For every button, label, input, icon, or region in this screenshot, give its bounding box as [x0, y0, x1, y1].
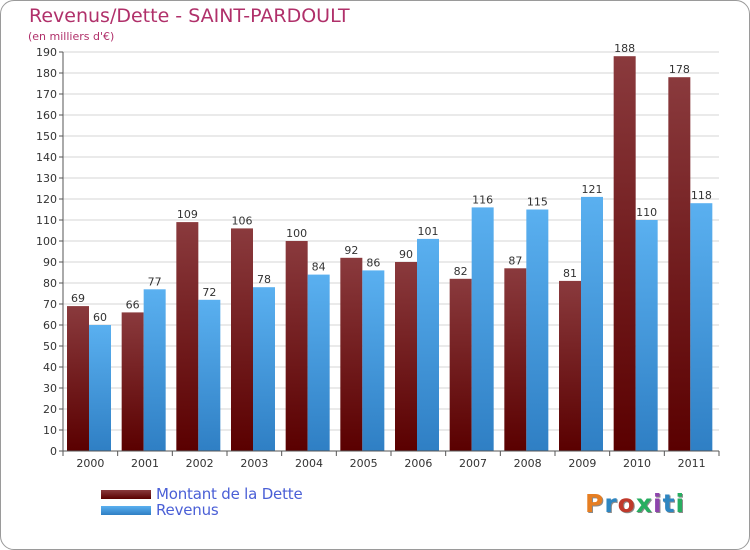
y-tick-label: 100: [36, 235, 57, 248]
y-tick-label: 80: [43, 277, 57, 290]
data-label-debt: 87: [508, 254, 522, 267]
bar-debt: [231, 228, 253, 451]
chart-title: Revenus/Dette - SAINT-PARDOULT: [29, 5, 350, 27]
bar-revenue: [635, 220, 658, 451]
y-tick-label: 30: [43, 382, 57, 395]
bar-revenue: [198, 299, 221, 451]
data-label-debt: 66: [126, 298, 140, 311]
y-tick-label: 190: [36, 46, 57, 59]
y-tick-label: 130: [36, 172, 57, 185]
y-tick-label: 110: [36, 214, 57, 227]
bar-revenue: [471, 207, 494, 451]
data-label-debt: 106: [232, 214, 253, 227]
bar-debt: [67, 306, 89, 451]
y-tick-label: 20: [43, 403, 57, 416]
y-tick-label: 150: [36, 130, 57, 143]
x-tick-label: 2011: [678, 457, 706, 470]
x-tick-label: 2001: [131, 457, 159, 470]
bar-revenue: [307, 274, 330, 451]
x-tick-label: 2009: [568, 457, 596, 470]
bar-revenue: [581, 196, 603, 451]
x-tick-label: 2008: [514, 457, 542, 470]
legend-label-debt: Montant de la Dette: [156, 485, 303, 503]
bar-debt: [176, 222, 199, 451]
y-tick-label: 70: [43, 298, 57, 311]
y-tick-label: 120: [36, 193, 57, 206]
bar-revenue: [526, 209, 549, 451]
legend-swatch-debt: [101, 490, 151, 499]
data-label-revenue: 77: [148, 275, 162, 288]
y-tick-label: 170: [36, 88, 57, 101]
bar-revenue: [690, 203, 713, 451]
y-tick-label: 60: [43, 319, 57, 332]
bar-revenue: [253, 287, 275, 451]
logo-letter: t: [662, 489, 676, 518]
data-label-revenue: 115: [527, 196, 548, 209]
legend-swatch-revenue: [101, 506, 151, 515]
data-label-revenue: 78: [257, 273, 271, 286]
data-label-debt: 81: [563, 267, 577, 280]
logo-letter: r: [604, 489, 618, 518]
y-tick-label: 140: [36, 151, 57, 164]
x-tick-label: 2007: [459, 457, 487, 470]
chart-subtitle: (en milliers d'€): [28, 30, 115, 43]
y-tick-label: 90: [43, 256, 57, 269]
x-tick-label: 2004: [295, 457, 323, 470]
data-label-debt: 109: [177, 208, 198, 221]
logo-letter: i: [653, 489, 663, 518]
bar-revenue: [143, 289, 166, 451]
y-tick-label: 0: [50, 445, 57, 458]
bar-debt: [504, 268, 527, 451]
data-label-revenue: 116: [472, 193, 493, 206]
data-label-debt: 92: [344, 244, 358, 257]
proxiti-logo: Proxiti: [585, 489, 685, 518]
x-tick-label: 2003: [240, 457, 268, 470]
bar-revenue: [417, 238, 439, 451]
logo-letter: i: [675, 489, 686, 518]
bar-revenue: [362, 270, 385, 451]
legend-label-revenue: Revenus: [156, 501, 219, 519]
bar-revenue: [89, 325, 111, 451]
data-label-debt: 69: [71, 292, 85, 305]
y-tick-label: 180: [36, 67, 57, 80]
x-tick-label: 2000: [76, 457, 104, 470]
data-label-revenue: 101: [418, 225, 439, 238]
bar-debt: [668, 77, 691, 451]
data-label-debt: 188: [614, 42, 635, 55]
bar-debt: [285, 241, 308, 451]
y-tick-label: 40: [43, 361, 57, 374]
logo-letter: o: [617, 489, 636, 518]
data-label-revenue: 60: [93, 311, 107, 324]
data-label-revenue: 86: [366, 256, 380, 269]
bar-debt: [449, 278, 472, 451]
x-tick-label: 2010: [623, 457, 651, 470]
data-label-revenue: 110: [636, 206, 657, 219]
x-tick-label: 2006: [404, 457, 432, 470]
data-label-revenue: 118: [691, 189, 712, 202]
y-tick-label: 50: [43, 340, 57, 353]
y-tick-label: 10: [43, 424, 57, 437]
data-label-revenue: 121: [582, 183, 603, 196]
bar-debt: [613, 56, 636, 451]
data-label-debt: 178: [669, 63, 690, 76]
data-label-debt: 90: [399, 248, 413, 261]
bar-debt: [395, 262, 417, 451]
bar-debt: [121, 312, 144, 451]
data-label-debt: 100: [286, 227, 307, 240]
data-label-debt: 82: [454, 265, 468, 278]
x-tick-label: 2002: [186, 457, 214, 470]
logo-letter: x: [635, 489, 653, 518]
x-tick-label: 2005: [350, 457, 378, 470]
bar-debt: [340, 257, 363, 451]
logo-letter: P: [585, 489, 605, 518]
bar-debt: [559, 280, 581, 451]
data-label-revenue: 84: [312, 261, 326, 274]
data-label-revenue: 72: [202, 286, 216, 299]
y-tick-label: 160: [36, 109, 57, 122]
